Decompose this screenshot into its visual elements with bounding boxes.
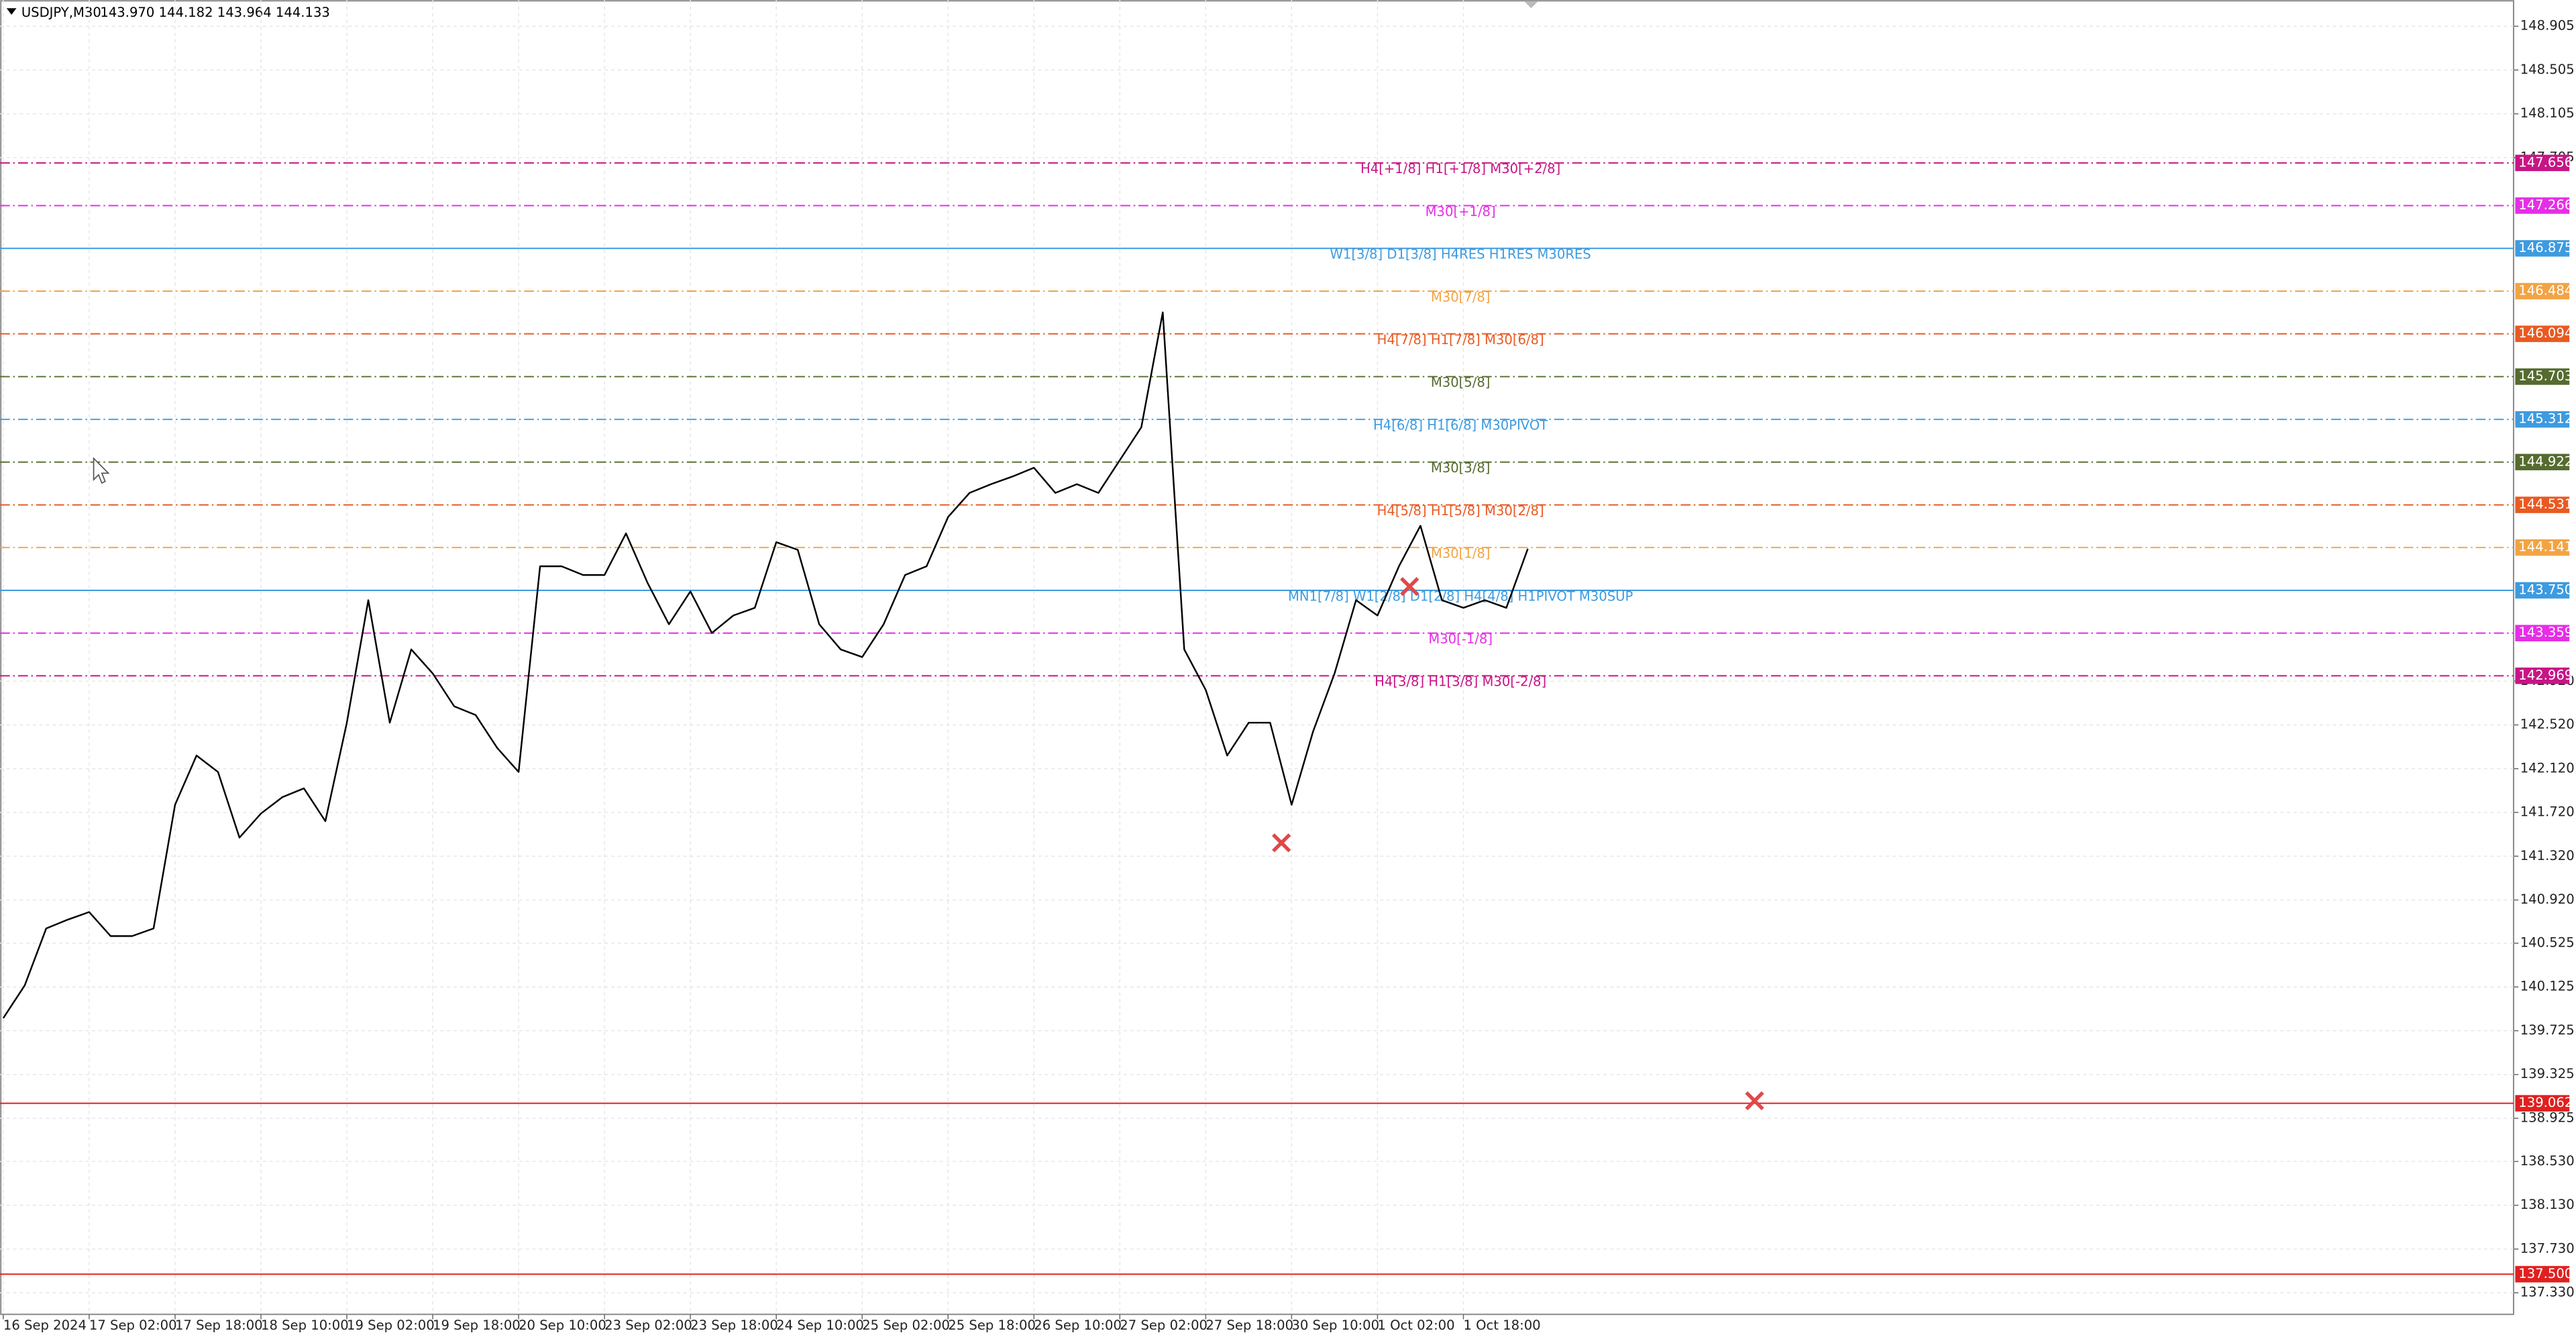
y-tick-label: 137.730: [2520, 1240, 2575, 1256]
y-tick-label: 138.530: [2520, 1153, 2575, 1169]
level-label: M30[5/8]: [1431, 375, 1491, 390]
level-label: H4[3/8] H1[3/8] M30[-2/8]: [1375, 674, 1546, 690]
y-tick-label: 141.320: [2520, 848, 2575, 863]
price-tag-label: 144.531: [2518, 496, 2573, 512]
plot-frame: [0, 0, 2514, 1316]
level-label: W1[3/8] D1[3/8] H4RES H1RES M30RES: [1330, 247, 1591, 262]
axis: 148.905148.505148.105147.705142.920142.5…: [3, 18, 2575, 1333]
price-tag: [2515, 496, 2570, 513]
cross-marker: [1272, 833, 1291, 853]
y-tick-label: 138.130: [2520, 1197, 2575, 1212]
y-tick-label: 142.520: [2520, 716, 2575, 732]
shift-marker: [1524, 1, 1538, 9]
price-tag: [2515, 154, 2570, 172]
price-tag-label: 145.703: [2518, 368, 2573, 384]
cross-marker: [1400, 577, 1419, 596]
x-tick-label: 19 Sep 18:00: [433, 1318, 521, 1333]
chart-subtitle: 143.970 144.182 143.964 144.133: [100, 5, 330, 20]
y-tick-label: 140.920: [2520, 892, 2575, 907]
price-line: [2, 311, 1529, 1019]
x-tick-label: 25 Sep 02:00: [862, 1318, 950, 1333]
price-tag: [2515, 368, 2570, 385]
price-tag: [2515, 667, 2570, 684]
x-tick-label: 24 Sep 10:00: [776, 1318, 864, 1333]
price-tag-label: 144.141: [2518, 539, 2573, 555]
price-tag: [2515, 240, 2570, 257]
y-tick-label: 139.325: [2520, 1066, 2575, 1081]
x-tick-label: 1 Oct 18:00: [1463, 1318, 1540, 1333]
y-tick-label: 148.505: [2520, 62, 2575, 77]
x-tick-label: 18 Sep 10:00: [261, 1318, 349, 1333]
y-tick-label: 148.105: [2520, 105, 2575, 121]
chart-title: USDJPY,M30: [21, 5, 101, 20]
menu-arrow: [6, 8, 17, 15]
price-tag-label: 143.359: [2518, 625, 2573, 640]
grid: [0, 0, 2514, 1315]
x-tick-label: 27 Sep 02:00: [1120, 1318, 1208, 1333]
cross-markers: [1272, 577, 1764, 1111]
level-label: M30[7/8]: [1431, 289, 1491, 305]
price-tag-label: 139.062: [2518, 1095, 2573, 1110]
y-tick-label: 142.120: [2520, 760, 2575, 775]
price-tag: [2515, 411, 2570, 428]
y-tick-label: 141.720: [2520, 804, 2575, 820]
price-tag: [2515, 325, 2570, 342]
x-tick-label: 20 Sep 10:00: [519, 1318, 606, 1333]
level-label: M30[-1/8]: [1428, 631, 1493, 647]
y-tick-label: 140.125: [2520, 979, 2575, 994]
price-tag-label: 146.875: [2518, 240, 2573, 256]
x-tick-label: 27 Sep 18:00: [1205, 1318, 1293, 1333]
x-tick-label: 17 Sep 02:00: [89, 1318, 177, 1333]
x-tick-label: 19 Sep 02:00: [347, 1318, 435, 1333]
y-tick-label: 137.330: [2520, 1285, 2575, 1300]
level-label: H4[6/8] H1[6/8] M30PIVOT: [1373, 417, 1548, 433]
price-tag-label: 145.312: [2518, 411, 2573, 427]
price-tag-label: 147.266: [2518, 197, 2573, 213]
level-label: H4[5/8] H1[5/8] M30[2/8]: [1377, 503, 1544, 519]
y-tick-label: 148.905: [2520, 18, 2575, 34]
x-tick-label: 30 Sep 10:00: [1291, 1318, 1379, 1333]
y-tick-label: 138.925: [2520, 1110, 2575, 1125]
price-tag-label: 144.922: [2518, 453, 2573, 469]
level-label: H4[+1/8] H1[+1/8] M30[+2/8]: [1360, 161, 1560, 176]
level-label: M30[3/8]: [1431, 460, 1491, 476]
level-label: M30[+1/8]: [1426, 204, 1496, 219]
price-tag: [2515, 1266, 2570, 1283]
price-tag: [2515, 453, 2570, 471]
price-tag: [2515, 197, 2570, 214]
price-tag-label: 147.656: [2518, 154, 2573, 170]
y-tick-label: 139.725: [2520, 1022, 2575, 1038]
x-tick-label: 26 Sep 10:00: [1034, 1318, 1122, 1333]
mouse-cursor: [93, 457, 110, 484]
y-tick-label: 140.525: [2520, 934, 2575, 950]
x-tick-label: 23 Sep 18:00: [690, 1318, 778, 1333]
price-tag: [2515, 282, 2570, 300]
price-tag: [2515, 539, 2570, 556]
series: [2, 311, 1529, 1019]
level-label: M30[1/8]: [1431, 545, 1491, 561]
x-tick-label: 25 Sep 18:00: [948, 1318, 1036, 1333]
price-tag: [2515, 625, 2570, 641]
levels: H4[+1/8] H1[+1/8] M30[+2/8] M30[+1/8] W1[3…: [0, 161, 2514, 1275]
price-tag: [2515, 1095, 2570, 1112]
price-tag-label: 142.969: [2518, 667, 2573, 683]
price-tag: [2515, 582, 2570, 599]
x-tick-label: 1 Oct 02:00: [1377, 1318, 1454, 1333]
price-tag-label: 146.484: [2518, 283, 2573, 299]
price-tag-label: 146.094: [2518, 325, 2573, 341]
price-tag-label: 137.500: [2518, 1266, 2573, 1281]
cross-marker: [1745, 1091, 1764, 1111]
level-label: MN1[7/8] W1[2/8] D1[2/8] H4[4/8] H1PIVOT…: [1288, 588, 1633, 604]
price-tag-label: 143.750: [2518, 582, 2573, 597]
x-tick-label: 16 Sep 2024: [3, 1318, 87, 1333]
x-tick-label: 17 Sep 18:00: [175, 1318, 263, 1333]
x-tick-label: 23 Sep 02:00: [604, 1318, 692, 1333]
level-label: H4[7/8] H1[7/8] M30[6/8]: [1377, 332, 1544, 347]
